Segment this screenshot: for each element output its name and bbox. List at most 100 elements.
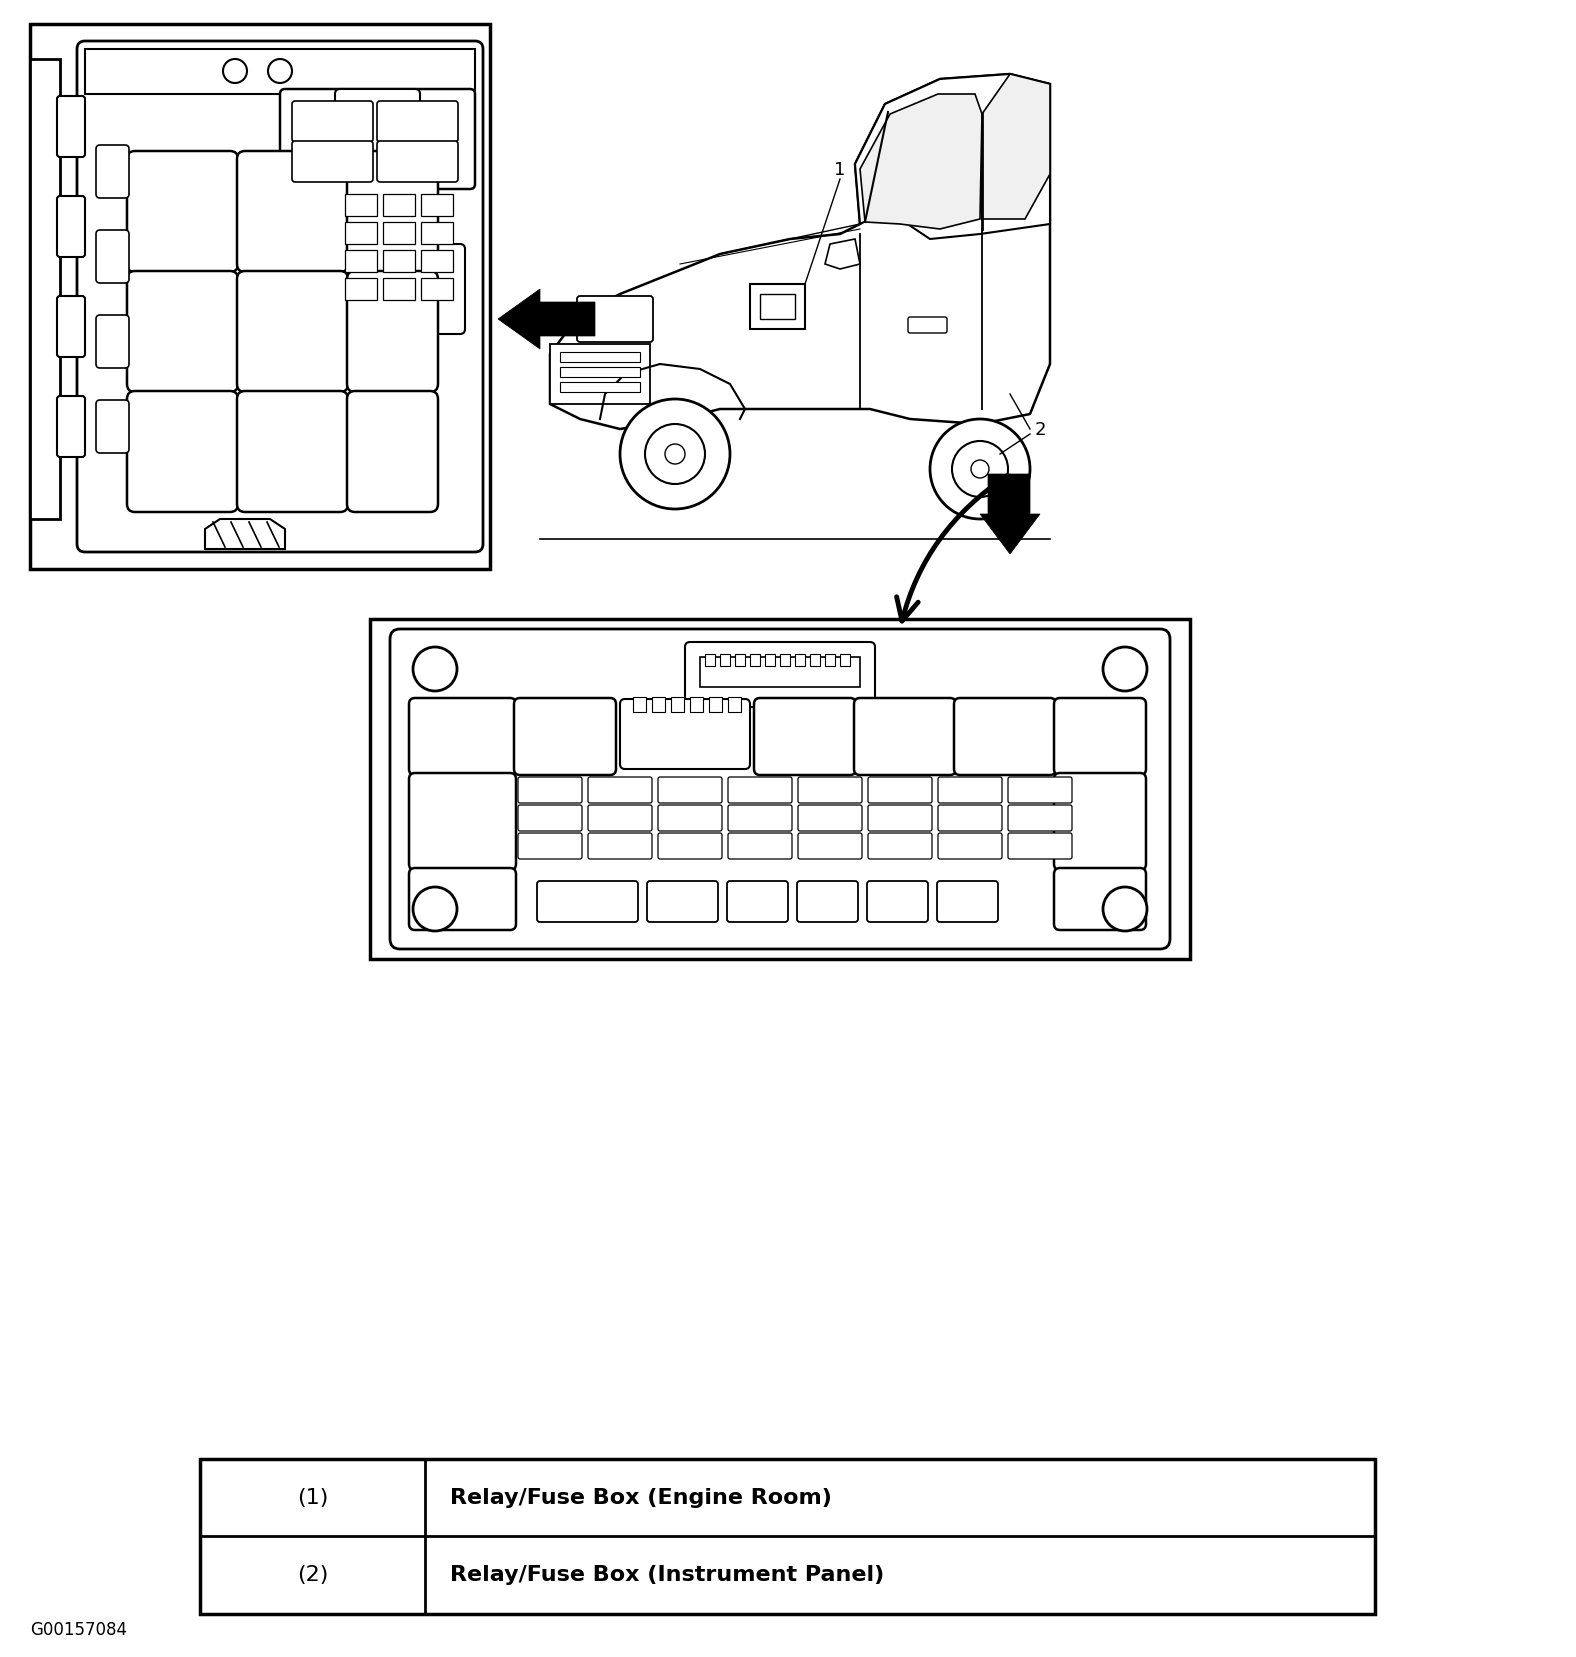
FancyBboxPatch shape — [57, 396, 85, 457]
Bar — [634, 698, 646, 713]
Text: (2): (2) — [296, 1564, 328, 1584]
FancyBboxPatch shape — [728, 833, 793, 860]
FancyBboxPatch shape — [57, 297, 85, 358]
Bar — [30, 25, 490, 570]
FancyBboxPatch shape — [96, 401, 129, 454]
FancyBboxPatch shape — [1009, 833, 1072, 860]
FancyBboxPatch shape — [938, 805, 1002, 832]
FancyBboxPatch shape — [377, 143, 459, 182]
Bar — [383, 278, 414, 302]
FancyBboxPatch shape — [1009, 777, 1072, 804]
FancyBboxPatch shape — [514, 699, 616, 775]
Bar — [700, 658, 860, 688]
FancyBboxPatch shape — [410, 868, 515, 931]
Bar — [345, 278, 377, 302]
Text: (1): (1) — [296, 1486, 328, 1508]
FancyBboxPatch shape — [588, 777, 652, 804]
FancyBboxPatch shape — [128, 272, 238, 393]
Circle shape — [222, 60, 247, 85]
Bar — [421, 222, 452, 245]
FancyBboxPatch shape — [347, 391, 438, 512]
Circle shape — [665, 444, 686, 464]
FancyBboxPatch shape — [686, 643, 875, 708]
FancyBboxPatch shape — [588, 833, 652, 860]
Bar — [840, 655, 849, 666]
Bar — [750, 285, 805, 330]
Bar — [421, 250, 452, 273]
FancyBboxPatch shape — [519, 805, 582, 832]
Circle shape — [971, 461, 990, 479]
FancyBboxPatch shape — [389, 630, 1169, 949]
FancyBboxPatch shape — [410, 699, 515, 775]
FancyBboxPatch shape — [347, 152, 438, 273]
FancyBboxPatch shape — [659, 805, 722, 832]
FancyBboxPatch shape — [868, 833, 931, 860]
Circle shape — [1103, 648, 1147, 691]
FancyBboxPatch shape — [727, 882, 788, 923]
Polygon shape — [980, 474, 1040, 555]
Bar — [780, 655, 790, 666]
FancyBboxPatch shape — [938, 882, 998, 923]
FancyBboxPatch shape — [953, 699, 1056, 775]
Polygon shape — [856, 75, 1050, 240]
Bar — [370, 620, 1190, 959]
Circle shape — [619, 399, 730, 510]
Bar — [764, 655, 775, 666]
Bar — [559, 368, 640, 378]
FancyBboxPatch shape — [236, 152, 348, 273]
FancyBboxPatch shape — [537, 882, 638, 923]
FancyBboxPatch shape — [347, 272, 438, 393]
FancyBboxPatch shape — [236, 391, 348, 512]
FancyBboxPatch shape — [292, 143, 374, 182]
FancyBboxPatch shape — [96, 146, 129, 199]
FancyBboxPatch shape — [867, 882, 928, 923]
FancyBboxPatch shape — [96, 316, 129, 370]
FancyBboxPatch shape — [410, 774, 515, 870]
FancyBboxPatch shape — [648, 882, 719, 923]
FancyBboxPatch shape — [728, 805, 793, 832]
Bar — [794, 655, 805, 666]
FancyBboxPatch shape — [797, 805, 862, 832]
FancyBboxPatch shape — [1054, 699, 1146, 775]
Polygon shape — [982, 75, 1050, 220]
Polygon shape — [860, 94, 982, 230]
Bar — [383, 250, 414, 273]
FancyBboxPatch shape — [797, 833, 862, 860]
FancyBboxPatch shape — [1054, 868, 1146, 931]
Bar — [671, 698, 684, 713]
FancyBboxPatch shape — [797, 777, 862, 804]
Circle shape — [1103, 888, 1147, 931]
Circle shape — [413, 648, 457, 691]
FancyBboxPatch shape — [519, 777, 582, 804]
Text: 2: 2 — [1034, 421, 1046, 439]
Polygon shape — [205, 520, 285, 550]
FancyBboxPatch shape — [426, 245, 465, 335]
Bar — [345, 222, 377, 245]
Polygon shape — [550, 75, 1050, 429]
Bar — [30, 60, 60, 520]
FancyBboxPatch shape — [588, 805, 652, 832]
Text: G00157084: G00157084 — [30, 1621, 128, 1639]
Circle shape — [413, 888, 457, 931]
FancyBboxPatch shape — [57, 98, 85, 157]
FancyBboxPatch shape — [57, 197, 85, 258]
FancyBboxPatch shape — [77, 41, 482, 553]
Bar — [383, 222, 414, 245]
Polygon shape — [824, 240, 860, 270]
Bar — [704, 655, 716, 666]
FancyBboxPatch shape — [1009, 805, 1072, 832]
Bar — [345, 196, 377, 217]
FancyBboxPatch shape — [128, 152, 238, 273]
Bar — [200, 1460, 1374, 1614]
Bar — [728, 698, 741, 713]
FancyBboxPatch shape — [728, 777, 793, 804]
FancyBboxPatch shape — [868, 777, 931, 804]
Circle shape — [268, 60, 292, 85]
Bar — [709, 698, 722, 713]
Bar — [750, 655, 760, 666]
FancyBboxPatch shape — [619, 699, 750, 769]
Bar — [421, 196, 452, 217]
FancyBboxPatch shape — [854, 699, 957, 775]
FancyBboxPatch shape — [292, 103, 374, 143]
FancyBboxPatch shape — [377, 103, 459, 143]
